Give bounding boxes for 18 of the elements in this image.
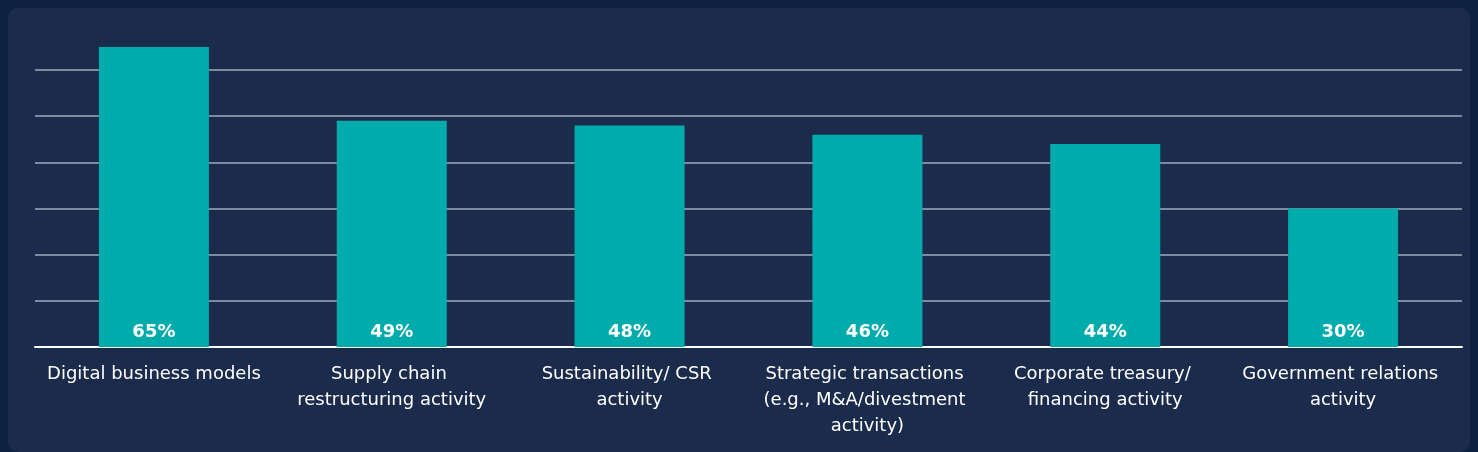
- data-label: 48%: [608, 319, 652, 341]
- bar: [336, 120, 447, 347]
- data-label: 30%: [1321, 319, 1365, 341]
- x-tick-label: Sustainability/ CSR activity: [541, 361, 718, 409]
- x-tick-label: Government relations activity: [1242, 361, 1444, 409]
- data-label: 49%: [370, 319, 414, 341]
- data-label: 46%: [845, 319, 889, 341]
- x-tick-label: Supply chain restructuring activity: [297, 361, 487, 409]
- x-tick-label: Strategic transactions (e.g., M&A/divestment activity): [763, 361, 972, 435]
- data-label: 65%: [132, 319, 176, 341]
- x-tick-label: Corporate treasury/ financing activity: [1014, 361, 1197, 409]
- bar: [574, 125, 685, 347]
- x-tick-label: Digital business models: [47, 361, 261, 383]
- bar: [1288, 208, 1399, 347]
- bar: [1050, 143, 1161, 347]
- data-label: 44%: [1083, 319, 1127, 341]
- bar: [98, 47, 209, 347]
- bar: [812, 134, 923, 347]
